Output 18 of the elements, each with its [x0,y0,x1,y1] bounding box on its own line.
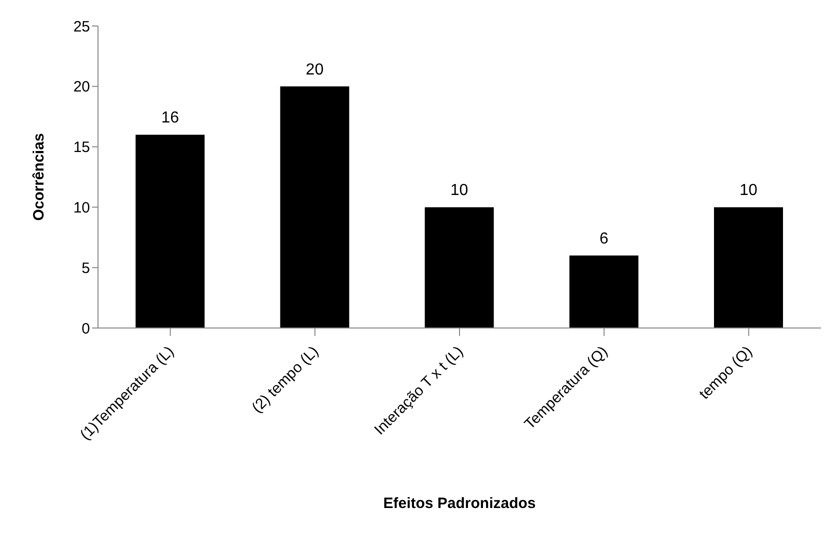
bar [714,207,783,328]
y-tick-label: 10 [73,200,90,217]
x-axis-title: Efeitos Padronizados [383,495,536,512]
y-tick-label: 5 [82,260,90,277]
y-tick-label: 0 [82,320,90,338]
data-label: 10 [740,182,758,200]
y-tick-label: 15 [73,139,90,156]
data-label: 6 [599,230,608,248]
data-label: 16 [161,110,180,127]
data-label: 20 [306,61,324,78]
y-axis-title: Ocorrências [30,133,48,221]
bar [136,134,205,328]
y-tick-label: 20 [73,78,90,96]
bar [569,256,638,328]
bar [424,207,494,328]
y-tick-label: 25 [73,18,90,36]
data-label: 10 [450,182,468,200]
bar [280,86,350,328]
